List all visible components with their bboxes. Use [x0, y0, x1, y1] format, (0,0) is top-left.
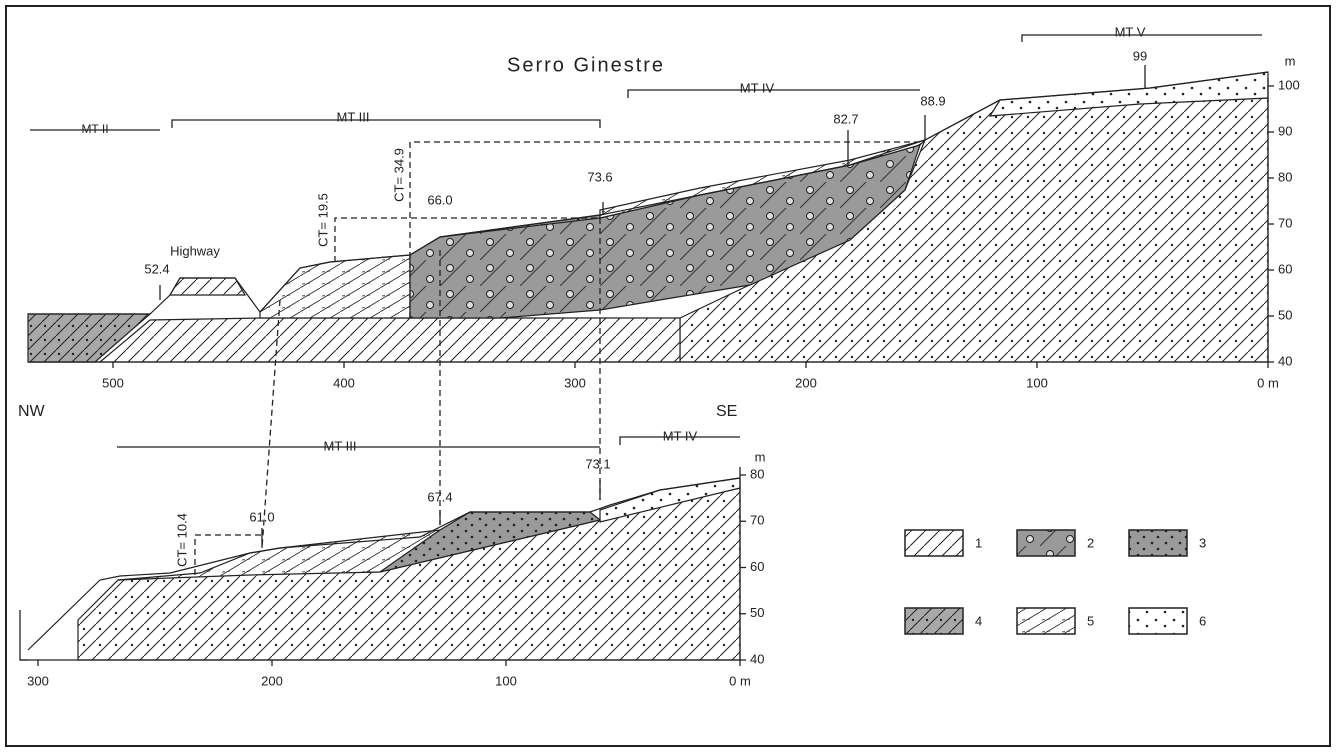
x-tick-label: 500 [102, 375, 124, 390]
terrace-label: MT V [1115, 24, 1146, 39]
figure: Serro Ginestre NW SE MT II MT III MT IV … [0, 0, 1338, 753]
terrace-label: MT III [337, 109, 370, 124]
y-tick-label: 60 [1278, 261, 1292, 276]
legend-swatch [905, 530, 963, 556]
y-tick-label: 90 [1278, 123, 1292, 138]
y-tick-label: 60 [750, 559, 764, 574]
lower-geology [20, 478, 740, 660]
legend-swatch [1017, 530, 1075, 556]
y-tick-label: 70 [1278, 215, 1292, 230]
orientation-right: SE [716, 403, 737, 420]
y-tick-label: 70 [750, 513, 764, 528]
legend-swatch [1129, 608, 1187, 634]
x-tick-label: 0 m [1257, 375, 1279, 390]
x-tick-label: 400 [333, 375, 355, 390]
ct-label: CT= 34.9 [391, 148, 406, 202]
legend-swatch [905, 608, 963, 634]
terrace-label: MT III [324, 438, 357, 453]
elevation-label: 52.4 [144, 261, 169, 276]
elevation-label: 61.0 [249, 509, 274, 524]
y-tick-label: 40 [1278, 353, 1292, 368]
y-tick-label: 40 [750, 651, 764, 666]
elevation-label: 66.0 [427, 192, 452, 207]
legend-label: 5 [1087, 613, 1094, 628]
legend-label: 2 [1087, 535, 1094, 550]
legend-label: 6 [1199, 613, 1206, 628]
y-unit: m [1285, 53, 1296, 68]
y-tick-label: 50 [1278, 307, 1292, 322]
y-tick-label: 50 [750, 605, 764, 620]
legend-swatch [1129, 530, 1187, 556]
terrace-label: MT IV [663, 428, 698, 443]
x-tick-label: 200 [261, 673, 283, 688]
x-tick-label: 100 [1026, 375, 1048, 390]
ct-label: CT= 19.5 [315, 193, 330, 247]
terrace-bars-lower [117, 437, 740, 447]
elevation-label: 88.9 [920, 93, 945, 108]
x-tick-label: 100 [495, 673, 517, 688]
legend-swatch [1017, 608, 1075, 634]
landmark-label: Highway [170, 243, 220, 258]
river-edge [20, 610, 28, 660]
upper-geology [28, 72, 1268, 362]
x-tick-label: 300 [564, 375, 586, 390]
y-tick-label: 80 [750, 466, 764, 481]
legend: 1 2 3 4 5 6 [905, 530, 1206, 634]
y-tick-label: 100 [1278, 77, 1300, 92]
legend-label: 1 [975, 535, 982, 550]
terrace-label: MT II [81, 122, 108, 136]
terrace-label: MT IV [740, 80, 775, 95]
ct-label: CT= 10.4 [174, 513, 189, 567]
title: Serro Ginestre [507, 54, 665, 76]
x-tick-label: 200 [795, 375, 817, 390]
highway [170, 278, 245, 295]
x-tick-label: 300 [27, 673, 49, 688]
elevation-label: 67.4 [427, 489, 452, 504]
elevation-label: 99 [1133, 48, 1147, 63]
elevation-label: 73.1 [585, 456, 610, 471]
y-tick-label: 80 [1278, 169, 1292, 184]
legend-label: 3 [1199, 535, 1206, 550]
elevation-label: 73.6 [587, 169, 612, 184]
elevation-label: 82.7 [833, 111, 858, 126]
y-unit: m [755, 449, 766, 464]
orientation-left: NW [18, 403, 46, 420]
x-tick-label: 0 m [729, 673, 751, 688]
legend-label: 4 [975, 613, 982, 628]
